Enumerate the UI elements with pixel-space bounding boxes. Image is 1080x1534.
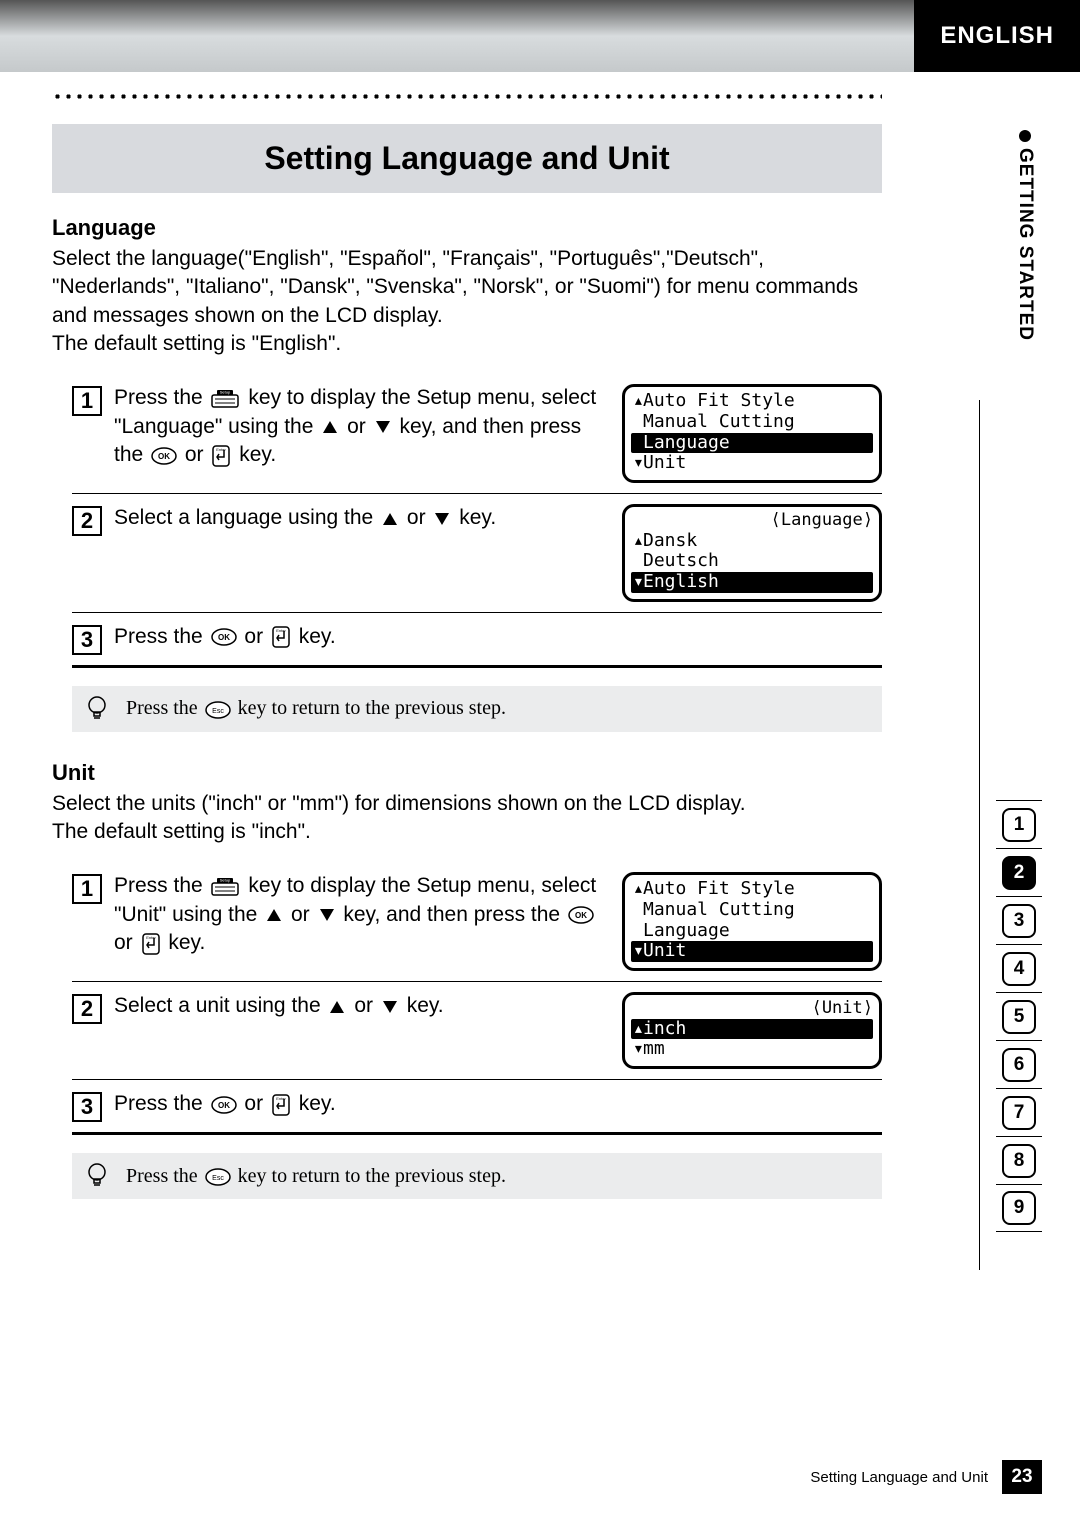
- setup-key-icon: [211, 389, 241, 409]
- step-text: Press the key to display the Setup menu,…: [114, 384, 602, 469]
- footer: Setting Language and Unit 23: [810, 1460, 1042, 1494]
- side-nav: 1 2 3 4 5 6 7 8 9: [996, 800, 1042, 1232]
- language-steps: 1 Press the key to display the Setup men…: [72, 374, 882, 667]
- step-row: 1 Press the key to display the Setup men…: [72, 862, 882, 982]
- side-nav-number: 9: [1002, 1191, 1036, 1225]
- step-row: 3 Press the or key.: [72, 613, 882, 668]
- lightbulb-icon: [86, 696, 112, 722]
- enter-key-icon: [271, 625, 291, 649]
- down-arrow-icon: [374, 419, 392, 435]
- enter-key-icon: [211, 444, 231, 468]
- unit-steps: 1 Press the key to display the Setup men…: [72, 862, 882, 1135]
- up-arrow-icon: [321, 419, 339, 435]
- side-nav-number: 8: [1002, 1144, 1036, 1178]
- language-tab: ENGLISH: [914, 0, 1080, 72]
- lcd-preview: ⟨Language⟩▴Dansk Deutsch▾English: [622, 504, 882, 602]
- side-nav-item[interactable]: 8: [996, 1136, 1042, 1184]
- up-arrow-icon: [265, 907, 283, 923]
- language-para-1: Select the language("English", "Español"…: [52, 245, 882, 330]
- dotted-rule: [52, 90, 882, 102]
- header-bar: ENGLISH: [0, 0, 1080, 72]
- tip-box: Press the key to return to the previous …: [72, 686, 882, 732]
- language-heading: Language: [52, 215, 882, 241]
- step-row: 2 Select a unit using the or key. ⟨Unit⟩…: [72, 982, 882, 1080]
- ok-key-icon: [151, 447, 177, 465]
- side-nav-number: 5: [1002, 1000, 1036, 1034]
- page-title: Setting Language and Unit: [52, 124, 882, 193]
- up-arrow-icon: [381, 511, 399, 527]
- step-row: 2 Select a language using the or key. ⟨L…: [72, 494, 882, 613]
- step-number: 2: [72, 506, 102, 536]
- side-nav-item[interactable]: 5: [996, 992, 1042, 1040]
- esc-key-icon: [205, 1168, 231, 1186]
- side-nav-item[interactable]: 4: [996, 944, 1042, 992]
- side-nav-item[interactable]: 1: [996, 800, 1042, 848]
- side-section-label: GETTING STARTED: [1014, 130, 1036, 341]
- step-text: Select a language using the or key.: [114, 504, 602, 532]
- step-number: 1: [72, 386, 102, 416]
- lcd-preview: ▴Auto Fit Style Manual Cutting Language▾…: [622, 872, 882, 971]
- step-row: 1 Press the key to display the Setup men…: [72, 374, 882, 494]
- side-rule: [979, 400, 980, 1270]
- lcd-preview: ⟨Unit⟩▴inch▾mm: [622, 992, 882, 1069]
- side-nav-item[interactable]: 3: [996, 896, 1042, 944]
- side-nav-number: 2: [1002, 856, 1036, 890]
- bullet-icon: [1019, 130, 1031, 142]
- side-nav-number: 6: [1002, 1048, 1036, 1082]
- ok-key-icon: [211, 628, 237, 646]
- ok-key-icon: [568, 906, 594, 924]
- step-row: 3 Press the or key.: [72, 1080, 882, 1135]
- step-text: Select a unit using the or key.: [114, 992, 602, 1020]
- down-arrow-icon: [381, 999, 399, 1015]
- side-nav-number: 4: [1002, 952, 1036, 986]
- tip-text: Press the key to return to the previous …: [126, 1165, 506, 1188]
- footer-page-number: 23: [1002, 1460, 1042, 1494]
- footer-title: Setting Language and Unit: [810, 1469, 988, 1486]
- side-nav-item[interactable]: 9: [996, 1184, 1042, 1232]
- tip-text: Press the key to return to the previous …: [126, 697, 506, 720]
- enter-key-icon: [141, 932, 161, 956]
- step-number: 2: [72, 994, 102, 1024]
- language-para-2: The default setting is "English".: [52, 330, 882, 358]
- setup-key-icon: [211, 877, 241, 897]
- side-label-text: GETTING STARTED: [1014, 148, 1036, 341]
- side-nav-item[interactable]: 2: [996, 848, 1042, 896]
- step-number: 3: [72, 1092, 102, 1122]
- side-nav-number: 1: [1002, 808, 1036, 842]
- unit-para-1: Select the units ("inch" or "mm") for di…: [52, 790, 882, 818]
- step-text: Press the or key.: [114, 623, 882, 651]
- side-nav-number: 7: [1002, 1096, 1036, 1130]
- step-number: 1: [72, 874, 102, 904]
- lightbulb-icon: [86, 1163, 112, 1189]
- down-arrow-icon: [318, 907, 336, 923]
- tip-box: Press the key to return to the previous …: [72, 1153, 882, 1199]
- up-arrow-icon: [328, 999, 346, 1015]
- side-nav-number: 3: [1002, 904, 1036, 938]
- down-arrow-icon: [433, 511, 451, 527]
- step-text: Press the key to display the Setup menu,…: [114, 872, 602, 957]
- unit-heading: Unit: [52, 760, 882, 786]
- unit-para-2: The default setting is "inch".: [52, 818, 882, 846]
- step-text: Press the or key.: [114, 1090, 882, 1118]
- side-nav-item[interactable]: 6: [996, 1040, 1042, 1088]
- step-number: 3: [72, 625, 102, 655]
- lcd-preview: ▴Auto Fit Style Manual Cutting Language▾…: [622, 384, 882, 483]
- ok-key-icon: [211, 1096, 237, 1114]
- enter-key-icon: [271, 1093, 291, 1117]
- esc-key-icon: [205, 701, 231, 719]
- side-nav-item[interactable]: 7: [996, 1088, 1042, 1136]
